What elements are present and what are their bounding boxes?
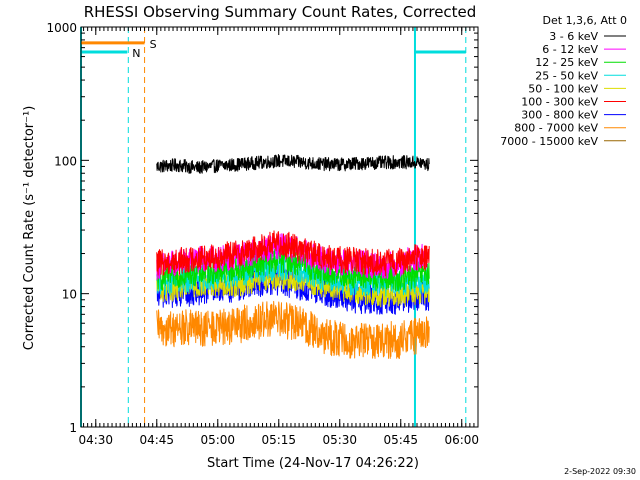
series-line xyxy=(156,252,430,297)
y-tick-label: 1 xyxy=(69,421,77,435)
ticks: 04:30 04:45 05:00 05:15 05:30 05:45 06:00 1 10 10… xyxy=(46,21,479,447)
series-group xyxy=(156,154,430,359)
series-line xyxy=(156,300,430,359)
x-tick-label: 04:30 xyxy=(78,433,113,447)
legend-label: 7000 - 15000 keV xyxy=(500,135,598,148)
x-tick-label: 05:30 xyxy=(322,433,357,447)
series-line xyxy=(156,264,430,308)
legend-label: 3 - 6 keV xyxy=(549,30,598,43)
legend-title: Det 1,3,6, Att 0 xyxy=(543,14,627,27)
x-axis-label: Start Time (24-Nov-17 04:26:22) xyxy=(207,456,419,471)
y-tick-label: 100 xyxy=(54,154,77,168)
legend-label: 50 - 100 keV xyxy=(528,82,598,95)
x-tick-label: 04:45 xyxy=(139,433,174,447)
saa-flag-label: S xyxy=(150,38,157,51)
x-tick-label: 05:00 xyxy=(200,433,235,447)
chart-title: RHESSI Observing Summary Count Rates, Co… xyxy=(84,3,477,21)
y-tick-label: 10 xyxy=(62,288,77,302)
series-line xyxy=(156,230,430,277)
legend-label: 12 - 25 keV xyxy=(535,56,598,69)
x-tick-label: 05:45 xyxy=(383,433,418,447)
legend-label: 300 - 800 keV xyxy=(521,109,598,122)
saa-flag-label: N xyxy=(132,47,140,60)
legend-label: 6 - 12 keV xyxy=(542,43,598,56)
series-line xyxy=(156,154,430,174)
y-tick-label: 1000 xyxy=(46,21,77,35)
legend-label: 100 - 300 keV xyxy=(521,96,598,109)
plot-frame xyxy=(80,26,479,428)
x-tick-label: 06:00 xyxy=(444,433,479,447)
saa-flags: NS xyxy=(81,38,466,60)
x-tick-label: 05:15 xyxy=(261,433,296,447)
y-axis-label: Corrected Count Rate (s⁻¹ detector⁻¹) xyxy=(22,106,37,351)
footer-timestamp: 2-Sep-2022 09:30 xyxy=(564,467,636,476)
legend-label: 25 - 50 keV xyxy=(535,69,598,82)
vertical-markers xyxy=(80,27,467,427)
legend-label: 800 - 7000 keV xyxy=(514,122,598,135)
